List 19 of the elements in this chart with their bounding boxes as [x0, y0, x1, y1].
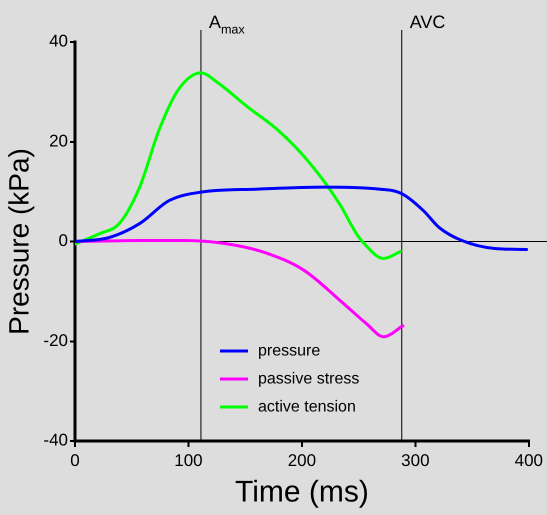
x-tick-label: 200: [288, 450, 316, 470]
legend-label: passive stress: [258, 370, 360, 388]
x-tick-label: 300: [401, 450, 430, 470]
line-series: [75, 239, 404, 338]
x-tick-label: 400: [514, 450, 544, 470]
y-axis-title: Pressure (kPa): [4, 148, 35, 335]
y-tick-label: -20: [43, 330, 68, 350]
y-tick-label: 20: [49, 131, 68, 150]
legend-label: pressure: [258, 342, 320, 360]
x-tick-label: 100: [174, 450, 203, 470]
x-axis-title: Time (ms): [234, 475, 369, 508]
y-tick-label: -40: [43, 430, 68, 450]
y-tick-label: 40: [49, 32, 68, 51]
ref-line-label: AVC: [410, 12, 446, 32]
legend-label: active tension: [258, 398, 356, 416]
line-series: [75, 71, 402, 260]
x-tick-label: 0: [70, 450, 80, 470]
y-tick-label: 0: [58, 231, 68, 250]
line-series: [75, 186, 528, 251]
